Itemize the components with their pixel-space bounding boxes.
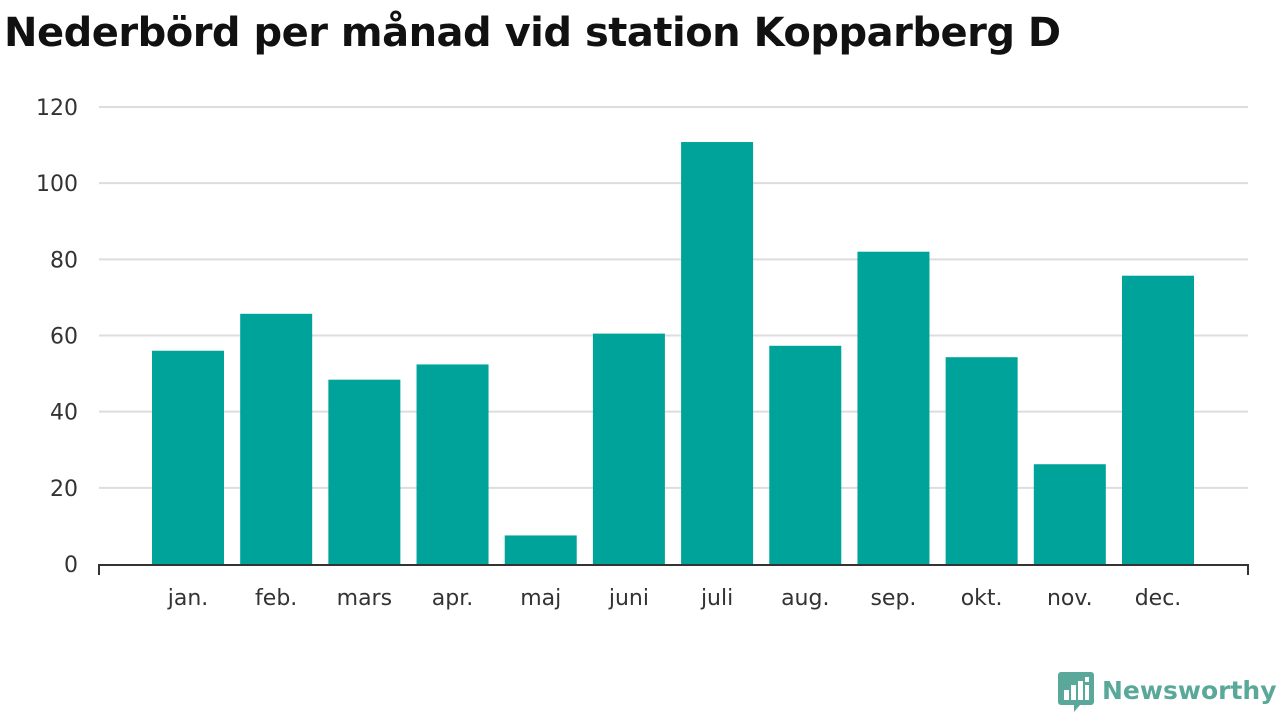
bar-juli (681, 142, 754, 564)
x-tick-label: nov. (1047, 586, 1093, 611)
y-tick-label: 120 (36, 96, 78, 121)
x-tick-label: dec. (1135, 586, 1182, 611)
x-tick-label: juni (608, 586, 649, 611)
bar-maj (504, 535, 577, 564)
x-tick-label: apr. (432, 586, 473, 611)
chart-title: Nederbörd per månad vid station Kopparbe… (4, 10, 1061, 56)
bar-feb (240, 313, 313, 564)
bar-apr (416, 364, 489, 564)
bar-mars (328, 379, 401, 564)
bar-nov (1033, 464, 1106, 564)
y-tick-label: 20 (50, 477, 78, 502)
newsworthy-logo-icon (1058, 672, 1094, 712)
bar-juni (592, 333, 665, 564)
brand-name: Newsworthy (1102, 675, 1277, 705)
bar-sep (857, 251, 930, 564)
x-tick-label: maj (520, 586, 561, 611)
bar-dec (1122, 275, 1194, 564)
y-tick-label: 60 (50, 325, 78, 350)
y-tick-label: 80 (50, 248, 78, 273)
y-tick-label: 100 (36, 172, 78, 197)
x-tick-label: juli (700, 586, 733, 611)
y-tick-label: 0 (64, 553, 78, 578)
x-tick-label: okt. (961, 586, 1003, 611)
x-axis (98, 564, 1249, 575)
y-axis-labels: 0 20 40 60 80 100 120 (36, 96, 78, 578)
bar-aug (769, 345, 842, 564)
x-axis-labels: jan. feb. mars apr. maj juni juli aug. sep. okt. n… (167, 586, 1182, 611)
newsworthy-logo: Newsworthy (1058, 672, 1277, 712)
x-tick-label: feb. (255, 586, 297, 611)
x-tick-label: sep. (870, 586, 916, 611)
x-tick-label: mars (337, 586, 392, 611)
bars (152, 142, 1194, 564)
bar-okt (945, 357, 1018, 564)
bar-jan (152, 350, 224, 564)
y-tick-label: 40 (50, 401, 78, 426)
x-tick-label: aug. (781, 586, 829, 611)
x-tick-label: jan. (167, 586, 209, 611)
